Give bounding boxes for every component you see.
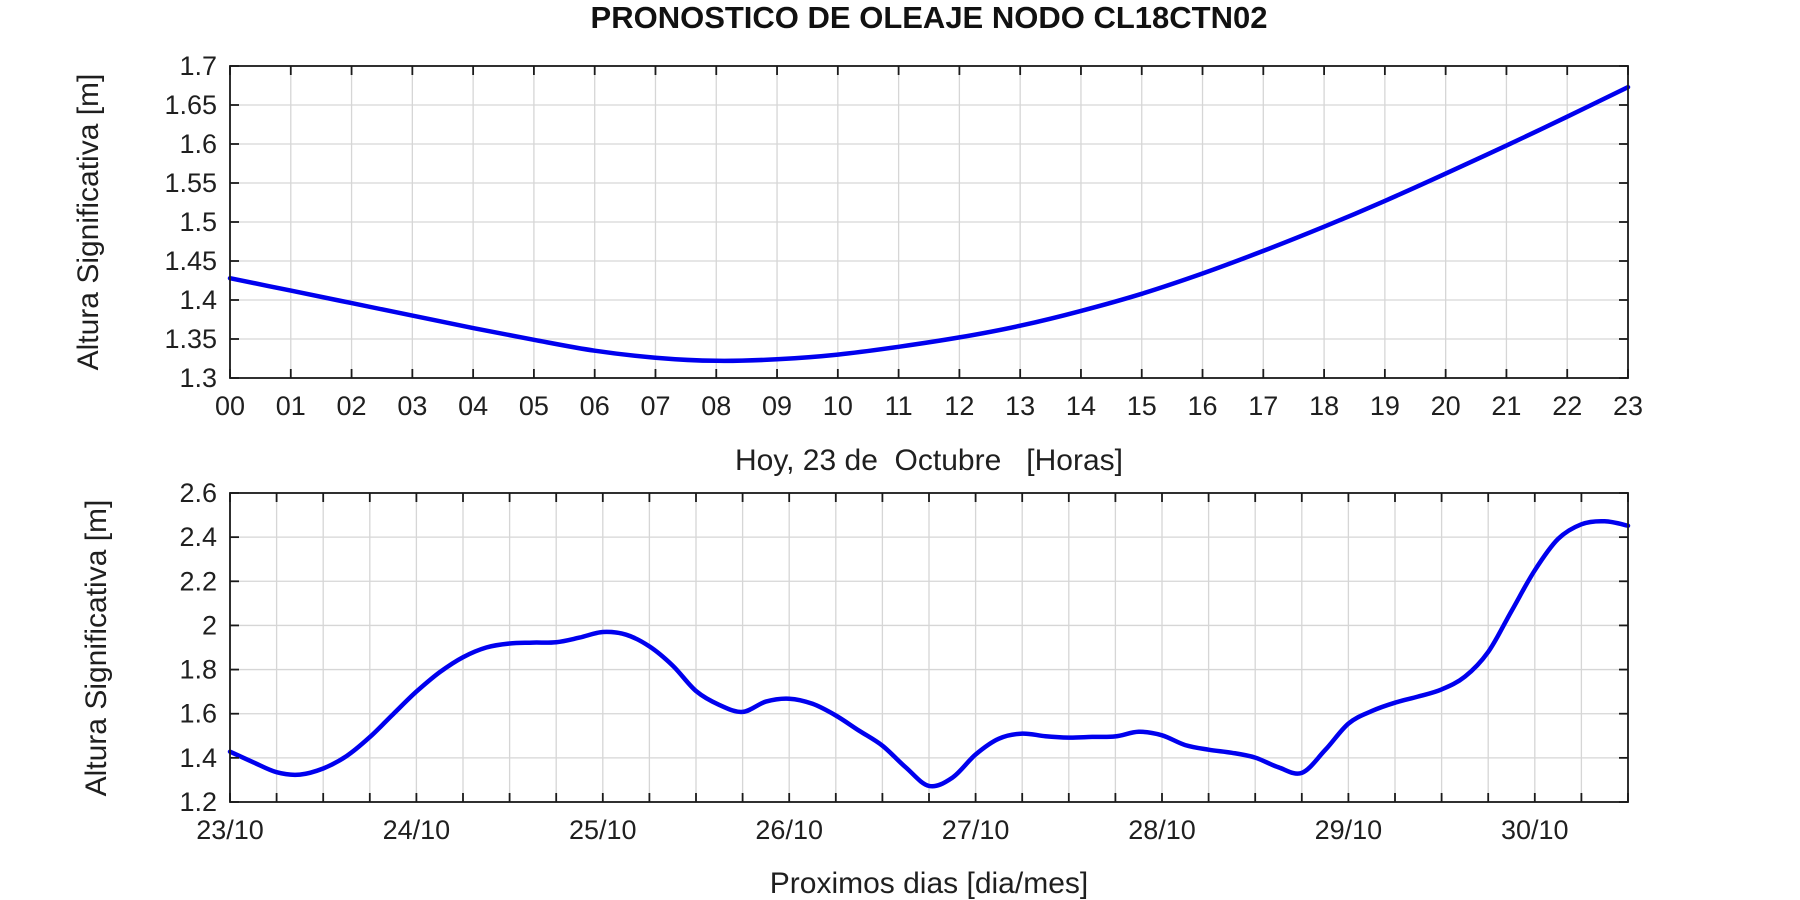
x-tick-label: 28/10 xyxy=(1128,815,1196,845)
x-tick-label: 11 xyxy=(885,391,913,421)
x-tick-label: 09 xyxy=(762,391,792,421)
x-tick-label: 00 xyxy=(215,391,245,421)
y-tick-label: 1.8 xyxy=(179,655,217,685)
y-tick-label: 2.6 xyxy=(179,478,217,508)
y-tick-label: 2.2 xyxy=(179,566,217,596)
x-tick-label: 18 xyxy=(1309,391,1339,421)
y-tick-label: 1.55 xyxy=(164,168,217,198)
y-tick-label: 1.7 xyxy=(179,51,217,81)
y-tick-label: 1.2 xyxy=(179,787,217,817)
x-tick-label: 06 xyxy=(580,391,610,421)
x-tick-label: 01 xyxy=(276,391,306,421)
x-tick-label: 02 xyxy=(337,391,367,421)
hourly-plot-xlabel: Hoy, 23 de Octubre [Horas] xyxy=(735,444,1123,477)
x-tick-label: 22 xyxy=(1552,391,1582,421)
y-tick-label: 1.35 xyxy=(164,324,217,354)
x-tick-label: 26/10 xyxy=(755,815,823,845)
x-tick-label: 29/10 xyxy=(1315,815,1383,845)
figure-title: PRONOSTICO DE OLEAJE NODO CL18CTN02 xyxy=(591,0,1268,35)
x-tick-label: 15 xyxy=(1127,391,1157,421)
y-tick-label: 1.45 xyxy=(164,246,217,276)
grid xyxy=(229,65,1629,379)
x-tick-label: 23 xyxy=(1613,391,1643,421)
x-tick-label: 14 xyxy=(1066,391,1096,421)
x-tick-label: 23/10 xyxy=(196,815,264,845)
y-tick-label: 1.6 xyxy=(179,699,217,729)
hourly-plot-ylabel: Altura Significativa [m] xyxy=(72,74,105,371)
x-tick-label: 27/10 xyxy=(942,815,1010,845)
x-tick-label: 20 xyxy=(1431,391,1461,421)
axis-ticks xyxy=(229,492,1629,803)
series-line xyxy=(227,518,1631,789)
y-tick-label: 1.4 xyxy=(179,743,217,773)
y-tick-label: 2 xyxy=(202,610,217,640)
x-tick-label: 05 xyxy=(519,391,549,421)
x-tick-label: 12 xyxy=(944,391,974,421)
daily-plot-ylabel: Altura Significativa [m] xyxy=(80,500,113,797)
daily-plot-xlabel: Proximos dias [dia/mes] xyxy=(770,867,1088,900)
x-tick-label: 10 xyxy=(823,391,853,421)
x-tick-label: 03 xyxy=(397,391,427,421)
x-tick-label: 24/10 xyxy=(383,815,451,845)
x-tick-label: 08 xyxy=(701,391,731,421)
hourly-forecast-plot: 00 01 02 03 04 05 06 07 08 09 10 11 12 13 14 15 16 17 18 19… xyxy=(164,51,1643,421)
y-tick-label: 1.6 xyxy=(179,129,217,159)
x-tick-label: 16 xyxy=(1187,391,1217,421)
y-tick-label: 1.65 xyxy=(164,90,217,120)
series-line xyxy=(227,84,1631,364)
x-tick-label: 21 xyxy=(1491,391,1521,421)
x-tick-label: 30/10 xyxy=(1501,815,1569,845)
x-tick-label: 19 xyxy=(1370,391,1400,421)
grid xyxy=(229,492,1629,803)
x-tick-label: 04 xyxy=(458,391,488,421)
y-tick-label: 1.3 xyxy=(179,363,217,393)
x-tick-label: 17 xyxy=(1248,391,1278,421)
y-tick-label: 1.4 xyxy=(179,285,217,315)
x-tick-label: 07 xyxy=(640,391,670,421)
axis-ticks xyxy=(229,65,1629,379)
x-tick-label: 13 xyxy=(1005,391,1035,421)
y-tick-label: 1.5 xyxy=(179,207,217,237)
y-tick-label: 2.4 xyxy=(179,522,217,552)
x-tick-label: 25/10 xyxy=(569,815,637,845)
daily-forecast-plot: 23/10 24/10 25/10 26/10 27/10 28/10 29/10 30/10… xyxy=(179,478,1631,845)
